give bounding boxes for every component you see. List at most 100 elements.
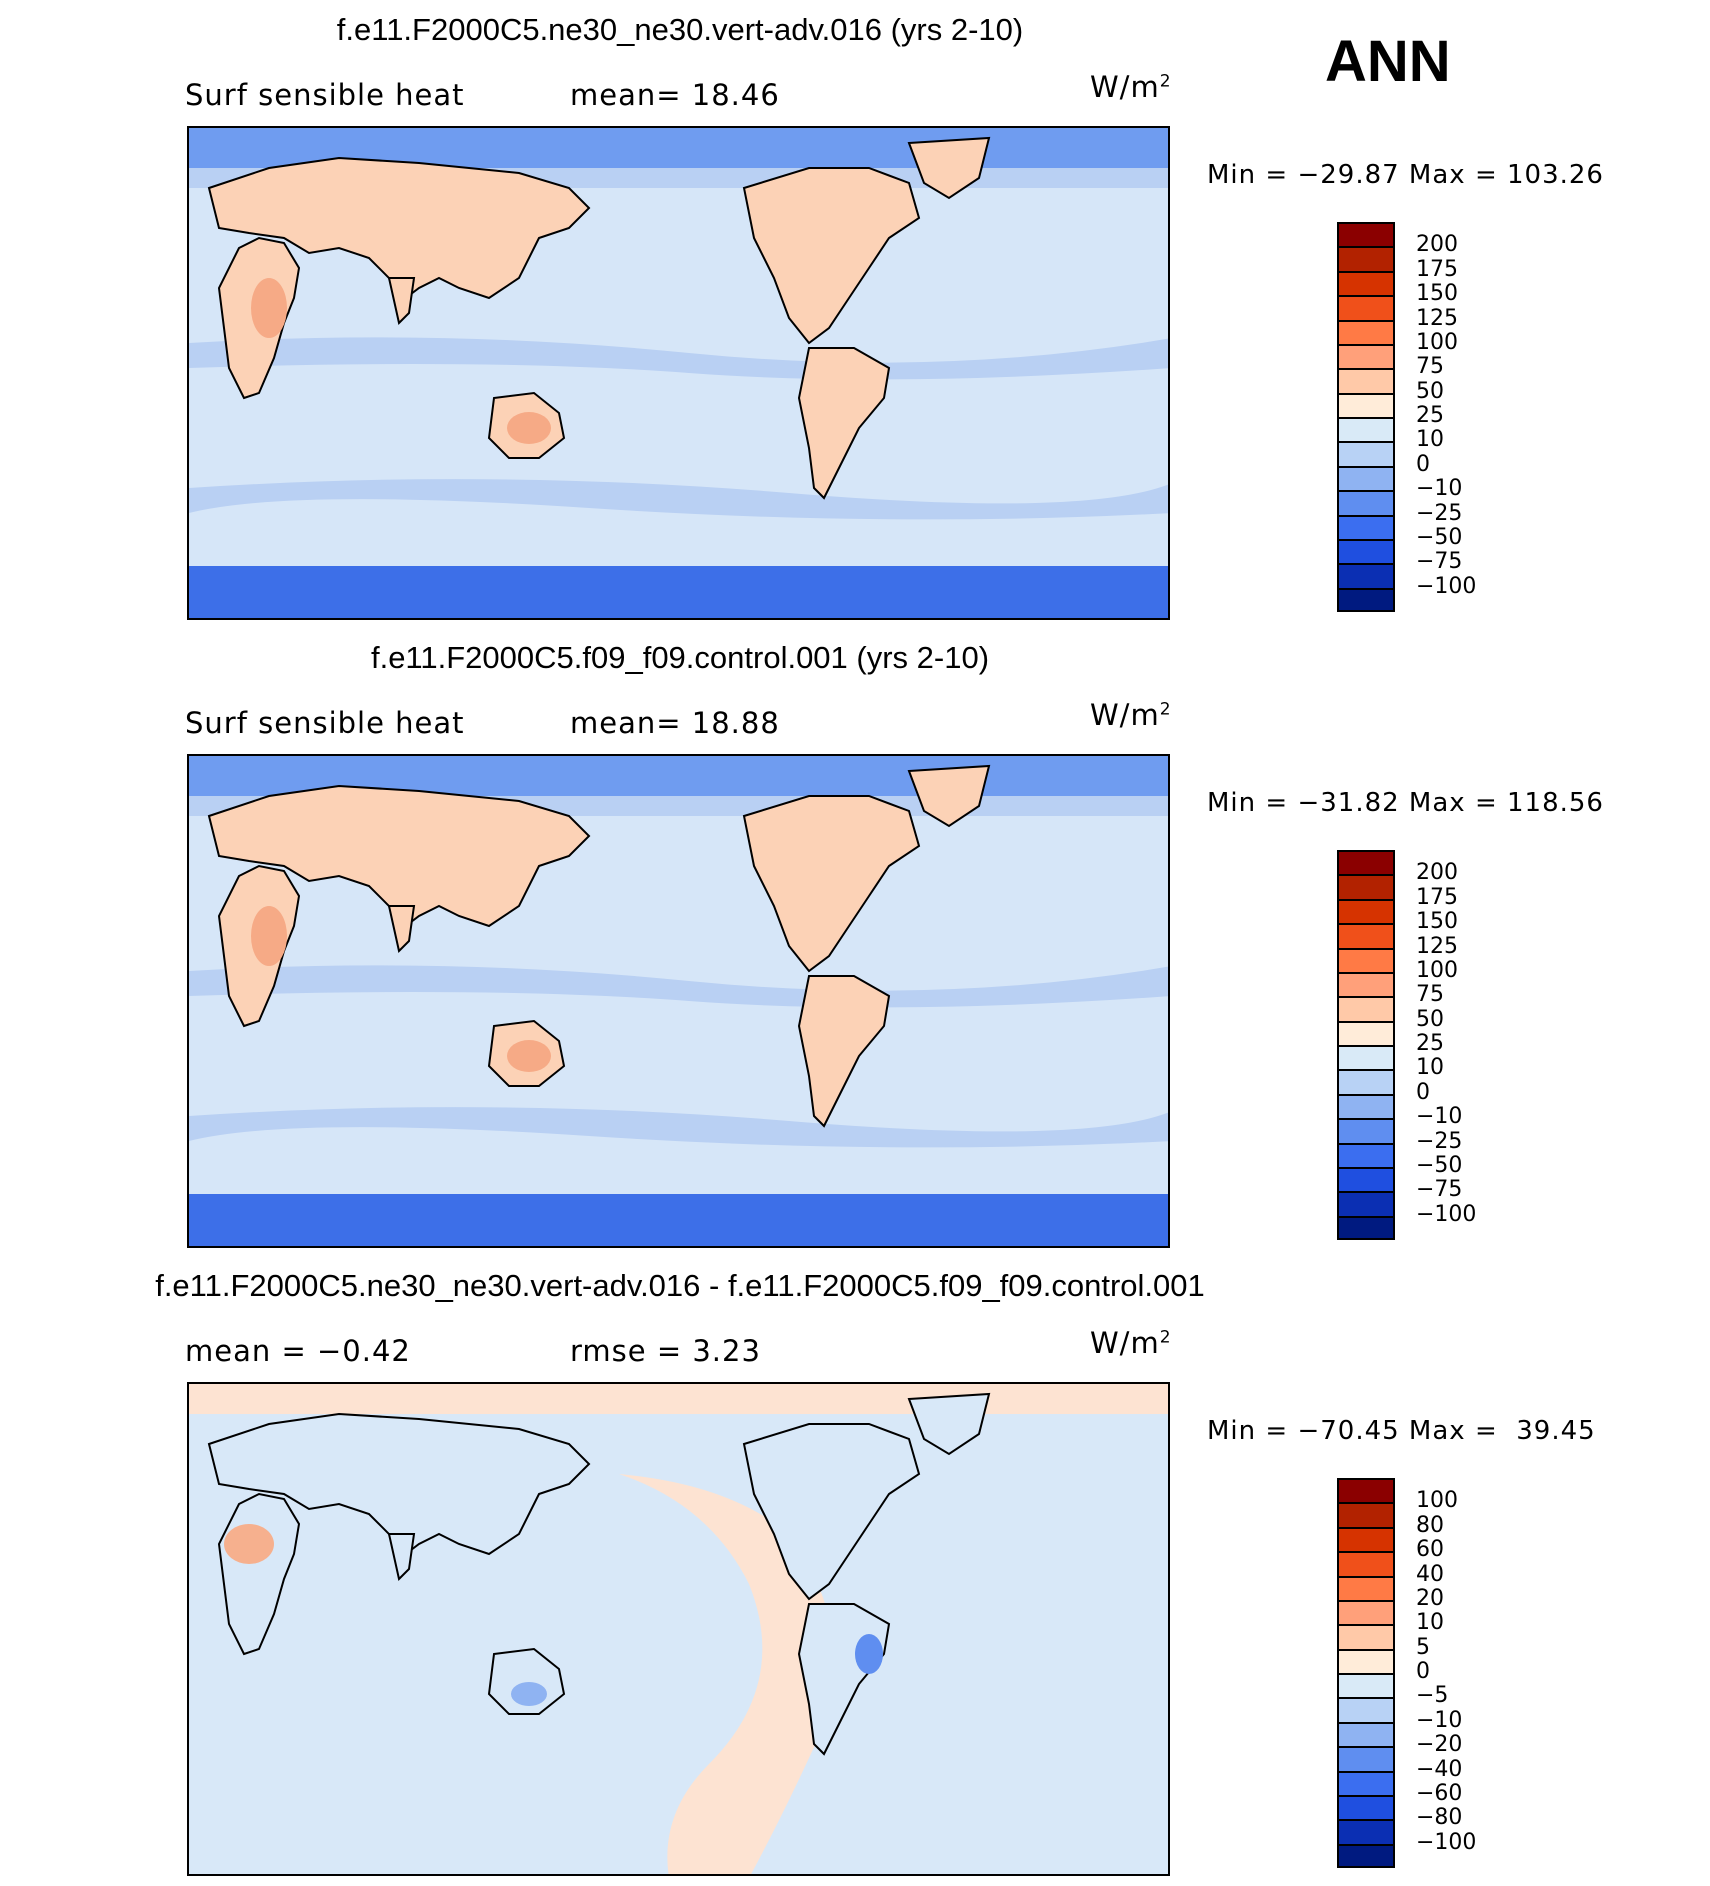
- colorbar-swatch: [1337, 1526, 1395, 1553]
- colorbar-swatch: [1337, 222, 1395, 248]
- colorbar-swatch: [1337, 1721, 1395, 1748]
- colorbar-swatch: [1337, 465, 1395, 492]
- colorbar-tick-label: −5: [1416, 1683, 1449, 1709]
- colorbar-swatch: [1337, 1843, 1395, 1868]
- min-max-label: Min = −31.82 Max = 118.56: [1207, 788, 1604, 818]
- colorbar-tick-label: 50: [1416, 1006, 1444, 1032]
- colorbar-tick-label: −40: [1416, 1756, 1463, 1782]
- panel-difference: f.e11.F2000C5.ne30_ne30.vert-adv.016 - f…: [0, 1256, 1710, 1884]
- colorbar-swatch: [1337, 1093, 1395, 1120]
- colorbar-tick-label: −10: [1416, 1707, 1463, 1733]
- world-map: [187, 126, 1170, 620]
- colorbar-swatch: [1337, 538, 1395, 565]
- colorbar-swatch: [1337, 295, 1395, 321]
- colorbar-swatch: [1337, 368, 1395, 394]
- colorbar-swatch: [1337, 1166, 1395, 1193]
- colorbar-tick-label: −60: [1416, 1780, 1463, 1806]
- colorbar-swatch: [1337, 1069, 1395, 1095]
- world-map: [187, 754, 1170, 1248]
- hot-spot: [251, 906, 287, 966]
- colorbar-tick-label: 150: [1416, 281, 1458, 307]
- colorbar-tick-label: 20: [1416, 1585, 1444, 1611]
- panel-title: f.e11.F2000C5.ne30_ne30.vert-adv.016 (yr…: [336, 12, 1024, 47]
- tropical-band: [189, 337, 1168, 380]
- warm-spot: [224, 1524, 274, 1564]
- colorbar: [1337, 850, 1399, 1240]
- colorbar-tick-label: 0: [1416, 1659, 1430, 1684]
- colorbar-tick-label: 100: [1416, 329, 1458, 355]
- colorbar-swatch: [1337, 1819, 1395, 1845]
- colorbar-tick-label: 100: [1416, 957, 1458, 983]
- colorbar-tick-label: −100: [1416, 1829, 1477, 1855]
- antarctic-field: [189, 566, 1168, 618]
- colorbar-swatch: [1337, 1215, 1395, 1240]
- antarctic-field: [189, 1194, 1168, 1246]
- colorbar-tick-label: 50: [1416, 378, 1444, 404]
- colorbar: [1337, 1478, 1399, 1868]
- colorbar-swatch: [1337, 1746, 1395, 1772]
- variable-label: Surf sensible heat: [185, 78, 465, 112]
- colorbar-tick-label: −10: [1416, 1104, 1463, 1130]
- colorbar-tick-label: −50: [1416, 524, 1463, 550]
- colorbar-swatch: [1337, 319, 1395, 345]
- colorbar-tick-label: 75: [1416, 982, 1444, 1008]
- colorbar-swatch: [1337, 1697, 1395, 1723]
- colorbar-tick-label: −75: [1416, 1177, 1463, 1203]
- southern-band: [189, 1107, 1168, 1148]
- continent-shape: [207, 156, 591, 305]
- colorbar-tick-label: 125: [1416, 933, 1458, 959]
- colorbar-tick-label: −80: [1416, 1805, 1463, 1831]
- colorbar-swatch: [1337, 1575, 1395, 1601]
- colorbar-tick-label: 10: [1416, 427, 1444, 453]
- colorbar-tick-label: 200: [1416, 860, 1458, 886]
- colorbar-swatch: [1337, 1624, 1395, 1650]
- continent-shape: [207, 784, 591, 933]
- colorbar-tick-label: 150: [1416, 909, 1458, 935]
- continent-shape: [387, 277, 416, 325]
- panel-top: f.e11.F2000C5.ne30_ne30.vert-adv.016 (yr…: [0, 0, 1710, 628]
- continent-shape: [797, 347, 891, 500]
- hot-spot: [251, 278, 287, 338]
- colorbar-tick-label: 0: [1416, 1079, 1430, 1105]
- colorbar-swatch: [1337, 1551, 1395, 1577]
- warm-anomaly: [619, 1474, 834, 1874]
- colorbar-tick-label: 0: [1416, 451, 1430, 477]
- colorbar-swatch: [1337, 246, 1395, 272]
- cool-spot: [855, 1634, 883, 1674]
- variable-label: Surf sensible heat: [185, 706, 465, 740]
- colorbar-tick-label: −25: [1416, 1128, 1463, 1154]
- colorbar-swatch: [1337, 563, 1395, 589]
- colorbar-swatch: [1337, 270, 1395, 297]
- colorbar-swatch: [1337, 490, 1395, 516]
- colorbar-swatch: [1337, 587, 1395, 612]
- colorbar-tick-label: 25: [1416, 403, 1444, 428]
- colorbar-swatch: [1337, 1045, 1395, 1071]
- colorbar-tick-label: −75: [1416, 549, 1463, 575]
- colorbar-tick-label: 75: [1416, 354, 1444, 380]
- colorbar-swatch: [1337, 1020, 1395, 1046]
- colorbar-swatch: [1337, 996, 1395, 1022]
- colorbar-swatch: [1337, 898, 1395, 925]
- colorbar-swatch: [1337, 1191, 1395, 1217]
- colorbar-swatch: [1337, 441, 1395, 467]
- colorbar-tick-label: −100: [1416, 1201, 1477, 1227]
- season-label: ANN: [1325, 29, 1451, 94]
- colorbar-swatch: [1337, 1478, 1395, 1504]
- continent-shape: [907, 1392, 991, 1456]
- continent-shape: [797, 975, 891, 1128]
- continent-shape: [742, 167, 921, 345]
- colorbar-swatch: [1337, 392, 1395, 418]
- colorbar-swatch: [1337, 1118, 1395, 1144]
- colorbar-tick-label: 10: [1416, 1610, 1444, 1636]
- colorbar-tick-label: 80: [1416, 1512, 1444, 1538]
- southern-band: [189, 479, 1168, 520]
- colorbar-tick-label: 5: [1416, 1634, 1430, 1660]
- colorbar-swatch: [1337, 850, 1395, 876]
- world-map: [187, 1382, 1170, 1876]
- continent-shape: [387, 905, 416, 953]
- units-label: W/m2: [1090, 698, 1172, 732]
- cool-spot: [511, 1682, 547, 1706]
- min-max-label: Min = −29.87 Max = 103.26: [1207, 160, 1604, 190]
- hot-spot: [507, 1040, 551, 1072]
- colorbar-swatch: [1337, 874, 1395, 900]
